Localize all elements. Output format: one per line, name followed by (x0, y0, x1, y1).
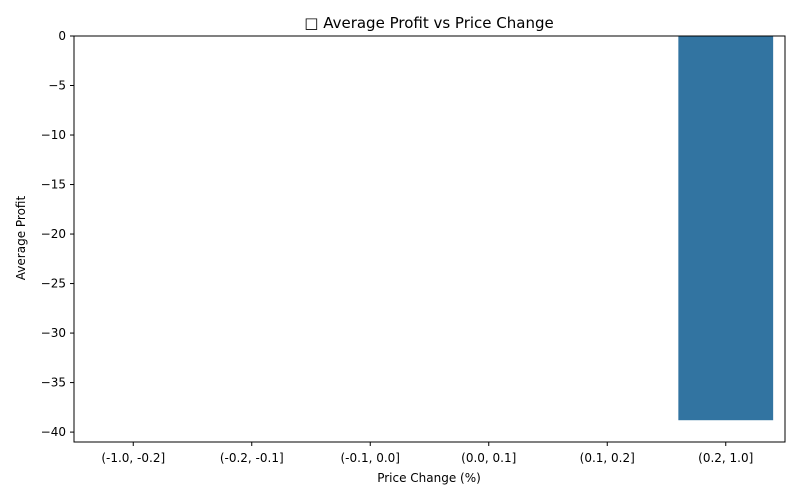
x-tick-label: (0.2, 1.0] (698, 451, 753, 465)
plot-frame (73, 35, 786, 443)
y-tick-label: −20 (41, 227, 66, 241)
x-tick-label: (-0.2, -0.1] (220, 451, 284, 465)
y-tick-label: −35 (41, 376, 66, 390)
y-tick-label: −5 (48, 79, 66, 93)
bar-5 (678, 36, 774, 421)
x-axis-label: Price Change (%) (377, 471, 481, 485)
plot-area: 0 −5 −10 −15 −20 −25 −30 −35 −40 (-1.0, -0.2] (-0.… (41, 29, 786, 465)
y-tick-label: −40 (41, 425, 66, 439)
y-tick-label: −25 (41, 277, 66, 291)
y-tick-label: −10 (41, 128, 66, 142)
x-tick-label: (0.0, 0.1] (461, 451, 516, 465)
y-axis-label: Average Profit (14, 196, 28, 281)
chart-title: □ Average Profit vs Price Change (304, 14, 553, 32)
y-tick-label: 0 (58, 29, 66, 43)
y-tick-label: −30 (41, 326, 66, 340)
y-tick-label: −15 (41, 178, 66, 192)
x-tick-label: (0.1, 0.2] (580, 451, 635, 465)
x-tick-label: (-0.1, 0.0] (341, 451, 401, 465)
x-tick-label: (-1.0, -0.2] (101, 451, 165, 465)
